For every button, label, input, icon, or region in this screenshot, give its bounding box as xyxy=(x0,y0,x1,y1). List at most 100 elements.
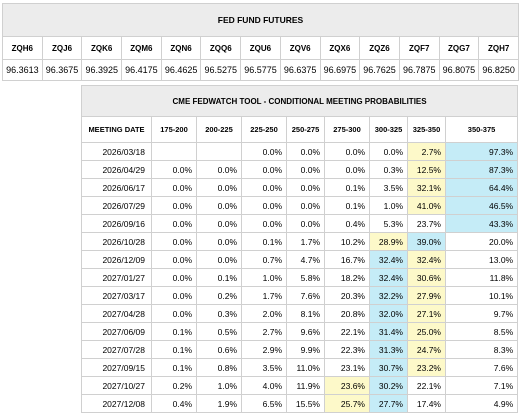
meeting-date-cell: 2026/10/28 xyxy=(81,232,152,251)
futures-column-header: ZQU6 xyxy=(240,36,281,60)
rate-range-header: 350-375 xyxy=(444,116,519,143)
probability-cell: 0.0% xyxy=(241,196,287,215)
probability-cell: 20.8% xyxy=(324,304,370,323)
probability-cell: 0.1% xyxy=(151,358,197,377)
probability-cell: 0.1% xyxy=(151,322,197,341)
meeting-date-header: MEETING DATE xyxy=(81,116,152,143)
probability-cell: 0.4% xyxy=(151,394,197,413)
futures-column-header: ZQF7 xyxy=(398,36,440,60)
meeting-date-cell: 2027/06/09 xyxy=(81,322,152,341)
probability-cell: 12.5% xyxy=(407,160,446,179)
probability-cell: 2.7% xyxy=(241,322,287,341)
fedwatch-probabilities-table: CME FEDWATCH TOOL - CONDITIONAL MEETING … xyxy=(80,85,519,413)
probability-cell: 0.2% xyxy=(151,376,197,395)
probability-cell: 0.1% xyxy=(324,196,370,215)
table-row: 2027/06/09 0.1% 0.5% 2.7% 9.6% 22.1% 31.4% 25.0… xyxy=(81,322,519,341)
probability-cell: 10.1% xyxy=(444,286,519,305)
probability-cell: 0.1% xyxy=(151,340,197,359)
table-row: 2026/12/09 0.0% 0.0% 0.7% 4.7% 16.7% 32.4% 32.4… xyxy=(81,250,519,269)
probability-cell: 18.2% xyxy=(324,268,370,287)
probability-cell xyxy=(196,142,242,161)
probability-cell: 2.0% xyxy=(241,304,287,323)
meeting-date-cell: 2026/09/16 xyxy=(81,214,152,233)
fedwatch-header-row: MEETING DATE 175-200 200-225 225-250 250-275… xyxy=(81,116,519,143)
probability-cell: 0.0% xyxy=(286,196,325,215)
futures-value-row: 96.3613 96.3675 96.3925 96.4175 96.4625 96.52… xyxy=(2,59,519,81)
probability-cell xyxy=(151,142,197,161)
probability-cell: 30.7% xyxy=(369,358,408,377)
probability-cell: 0.6% xyxy=(196,340,242,359)
probability-cell: 0.0% xyxy=(286,178,325,197)
probability-cell: 25.0% xyxy=(407,322,446,341)
probability-cell: 97.3% xyxy=(444,142,519,161)
probability-cell: 8.3% xyxy=(444,340,519,359)
table-row: 2026/04/29 0.0% 0.0% 0.0% 0.0% 0.0% 0.3% 12.5% 8… xyxy=(81,160,519,179)
probability-cell: 0.0% xyxy=(196,232,242,251)
probability-cell: 0.5% xyxy=(196,322,242,341)
futures-column-header: ZQZ6 xyxy=(359,36,400,60)
meeting-date-cell: 2027/10/27 xyxy=(81,376,152,395)
meeting-date-cell: 2026/06/17 xyxy=(81,178,152,197)
futures-column-header: ZQH7 xyxy=(478,36,519,60)
probability-cell: 0.0% xyxy=(151,232,197,251)
futures-title: FED FUND FUTURES xyxy=(2,3,519,37)
probability-cell: 24.7% xyxy=(407,340,446,359)
probability-cell: 4.9% xyxy=(444,394,519,413)
probability-cell: 27.1% xyxy=(407,304,446,323)
table-row: 2027/10/27 0.2% 1.0% 4.0% 11.9% 23.6% 30.2% 22.… xyxy=(81,376,519,395)
probability-cell: 0.0% xyxy=(151,160,197,179)
futures-header-row: ZQH6 ZQJ6 ZQK6 ZQM6 ZQN6 ZQQ6 ZQU6 ZQV6 ZQX6 ZQZ6… xyxy=(2,36,519,60)
meeting-date-cell: 2027/03/17 xyxy=(81,286,152,305)
probability-cell: 64.4% xyxy=(444,178,519,197)
probability-cell: 0.0% xyxy=(151,268,197,287)
probability-cell: 10.2% xyxy=(324,232,370,251)
probability-cell: 16.7% xyxy=(324,250,370,269)
probability-cell: 0.0% xyxy=(286,160,325,179)
meeting-date-cell: 2026/07/29 xyxy=(81,196,152,215)
probability-cell: 0.0% xyxy=(196,160,242,179)
probability-cell: 46.5% xyxy=(444,196,519,215)
probability-cell: 11.9% xyxy=(286,376,325,395)
futures-column-header: ZQH6 xyxy=(2,36,43,60)
probability-cell: 43.3% xyxy=(444,214,519,233)
futures-column-header: ZQN6 xyxy=(160,36,202,60)
futures-value-cell: 96.4175 xyxy=(121,59,162,81)
table-row: 2027/04/28 0.0% 0.3% 2.0% 8.1% 20.8% 32.0% 27.1… xyxy=(81,304,519,323)
probability-cell: 9.7% xyxy=(444,304,519,323)
probability-cell: 41.0% xyxy=(407,196,446,215)
probability-cell: 4.0% xyxy=(241,376,287,395)
probability-cell: 1.9% xyxy=(196,394,242,413)
futures-column-header: ZQG7 xyxy=(438,36,480,60)
probability-cell: 23.6% xyxy=(324,376,370,395)
meeting-date-cell: 2026/12/09 xyxy=(81,250,152,269)
probability-cell: 0.3% xyxy=(369,160,408,179)
table-row: 2027/07/28 0.1% 0.6% 2.9% 9.9% 22.3% 31.3% 24.7… xyxy=(81,340,519,359)
table-row: 2027/09/15 0.1% 0.8% 3.5% 11.0% 23.1% 30.7% 23.… xyxy=(81,358,519,377)
probability-cell: 2.9% xyxy=(241,340,287,359)
futures-column-header: ZQQ6 xyxy=(200,36,242,60)
meeting-date-cell: 2027/09/15 xyxy=(81,358,152,377)
probability-cell: 0.0% xyxy=(151,214,197,233)
probability-cell: 1.0% xyxy=(196,376,242,395)
table-row: 2027/12/08 0.4% 1.9% 6.5% 15.5% 25.7% 27.7% 17.… xyxy=(81,394,519,413)
futures-value-cell: 96.3675 xyxy=(41,59,83,81)
probability-cell: 0.1% xyxy=(324,178,370,197)
fed-fund-futures-table: FED FUND FUTURES ZQH6 ZQJ6 ZQK6 ZQM6 ZQN6 ZQQ… xyxy=(2,3,519,81)
futures-value-cell: 96.8075 xyxy=(438,59,480,81)
probability-cell: 25.7% xyxy=(324,394,370,413)
futures-value-cell: 96.7875 xyxy=(398,59,440,81)
probability-cell: 30.6% xyxy=(407,268,446,287)
probability-cell: 22.3% xyxy=(324,340,370,359)
probability-cell: 0.0% xyxy=(196,250,242,269)
probability-cell: 22.1% xyxy=(324,322,370,341)
table-row: 2026/06/17 0.0% 0.0% 0.0% 0.0% 0.1% 3.5% 32.1% 6… xyxy=(81,178,519,197)
rate-range-header: 250-275 xyxy=(286,116,325,143)
probability-cell: 6.5% xyxy=(241,394,287,413)
probability-cell: 1.7% xyxy=(286,232,325,251)
futures-value-cell: 96.3925 xyxy=(81,59,123,81)
probability-cell: 0.0% xyxy=(286,214,325,233)
probability-cell: 0.0% xyxy=(241,178,287,197)
meeting-date-cell: 2027/12/08 xyxy=(81,394,152,413)
probability-cell: 9.9% xyxy=(286,340,325,359)
probability-cell: 7.6% xyxy=(444,358,519,377)
